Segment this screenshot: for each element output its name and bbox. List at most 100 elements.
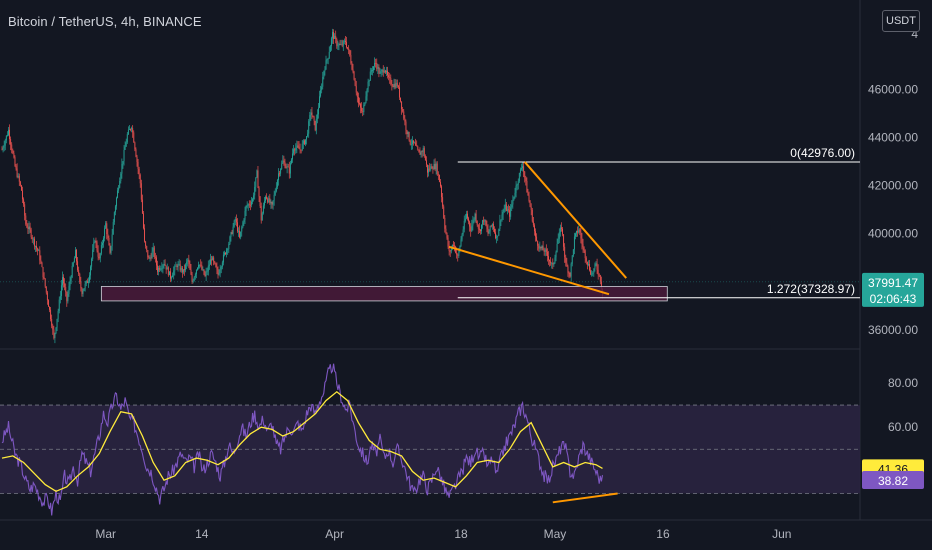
candle [405, 119, 407, 135]
time-tick-label: 14 [195, 527, 209, 541]
candle [366, 88, 368, 101]
currency-button[interactable]: USDT [882, 10, 920, 32]
candle-body [428, 168, 430, 173]
rsi-pane [0, 363, 860, 516]
candle [106, 221, 108, 240]
candle [18, 173, 20, 187]
candle-body [126, 134, 128, 143]
candle-body [576, 230, 578, 234]
candle-body [276, 180, 278, 188]
candle-body [567, 266, 569, 273]
candle [509, 206, 511, 222]
candle-body [384, 70, 386, 73]
candle [511, 200, 513, 211]
candle [166, 263, 168, 270]
candle [529, 199, 531, 208]
candle [490, 224, 492, 228]
candle-body [278, 173, 279, 181]
candle [172, 272, 174, 278]
candle-body [593, 268, 595, 274]
candle-body [293, 149, 295, 154]
candle-body [465, 213, 467, 219]
candle [346, 36, 347, 49]
candle-body [297, 145, 299, 147]
candle [359, 97, 360, 106]
candle-body [214, 261, 216, 264]
candle-body [292, 153, 293, 160]
candle [29, 222, 31, 233]
candle-body [371, 70, 373, 72]
candle-body [10, 139, 12, 145]
candle [526, 177, 528, 193]
candle-body [25, 215, 27, 225]
candle-body [224, 252, 225, 255]
candle [545, 244, 547, 256]
candle-body [82, 290, 84, 294]
candle-body [203, 269, 205, 275]
candle [536, 233, 538, 242]
candle [218, 269, 220, 276]
candle [141, 194, 143, 215]
candle [138, 166, 140, 180]
candle [225, 252, 227, 256]
candle-body [430, 166, 432, 170]
candle-body [81, 288, 83, 294]
candle-body [537, 240, 539, 246]
candle [521, 163, 522, 171]
candle [254, 181, 256, 200]
candle [488, 229, 490, 234]
candle [271, 201, 273, 209]
candle [200, 259, 202, 268]
candle [429, 163, 431, 172]
candle [555, 250, 557, 262]
candle [171, 275, 173, 282]
candle [314, 120, 316, 132]
candle-body [405, 121, 407, 131]
candle [341, 39, 343, 48]
candle-body [326, 59, 328, 61]
rsi-divergence-line [552, 492, 618, 504]
candle-body [513, 196, 515, 200]
candle [503, 204, 505, 213]
candle-body [295, 147, 297, 151]
candle-body [431, 166, 433, 169]
candle [435, 161, 437, 175]
candle [322, 71, 324, 90]
candle [543, 247, 545, 256]
candle [479, 228, 481, 235]
candle [567, 264, 569, 277]
candle-body [212, 257, 214, 261]
candle-body [45, 286, 47, 293]
candle-body [71, 265, 73, 278]
candle [51, 314, 53, 329]
candle-body [244, 211, 246, 220]
candle-body [394, 83, 396, 88]
candle-body [401, 101, 403, 110]
candle-body [110, 246, 112, 253]
candle-body [148, 257, 150, 259]
candle-body [447, 237, 449, 247]
candle [371, 66, 373, 76]
candle [495, 228, 497, 240]
candle-body [437, 174, 439, 175]
candle-body [527, 192, 529, 196]
candle [563, 234, 565, 251]
candle [430, 163, 432, 172]
candle-body [27, 227, 29, 230]
candle-body [494, 228, 495, 233]
candle [131, 126, 133, 133]
candle [188, 254, 190, 269]
candle [378, 64, 380, 78]
candle [191, 271, 193, 285]
candle [497, 235, 499, 241]
candle [540, 246, 542, 251]
candle-body [440, 181, 441, 187]
candle-body [459, 246, 461, 251]
candle-body [515, 185, 517, 193]
candle-body [226, 249, 228, 254]
candle-body [452, 244, 454, 246]
candle-body [403, 111, 405, 119]
candle [269, 194, 271, 205]
candle-body [530, 206, 532, 210]
